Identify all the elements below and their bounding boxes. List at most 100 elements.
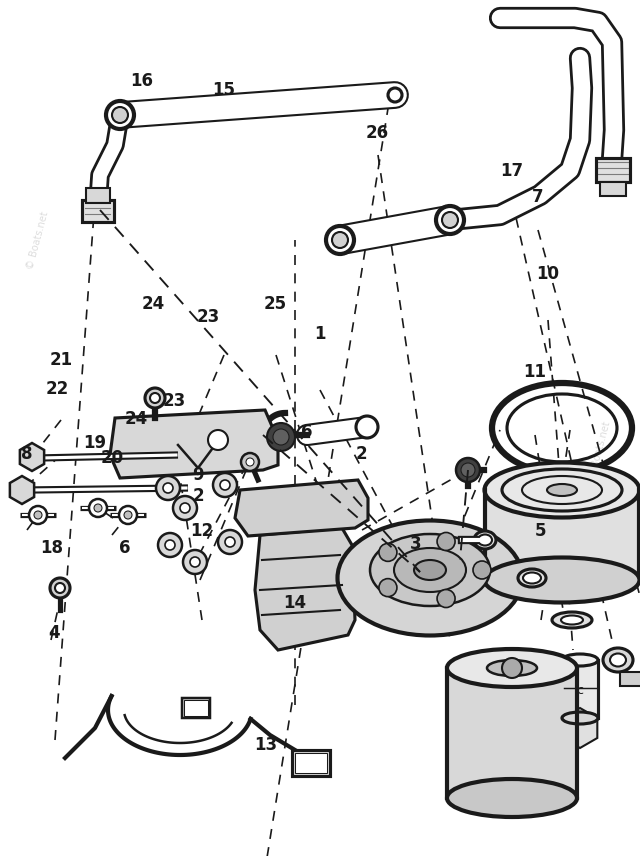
Bar: [596, 158, 630, 182]
Circle shape: [190, 557, 200, 567]
Bar: [562, 660, 598, 718]
Text: 13: 13: [254, 735, 277, 754]
Polygon shape: [485, 490, 639, 580]
Bar: [447, 668, 577, 798]
Ellipse shape: [562, 712, 598, 724]
Text: 12: 12: [190, 521, 213, 540]
Circle shape: [50, 578, 70, 598]
Ellipse shape: [394, 548, 466, 592]
Bar: [292, 750, 330, 776]
Text: 16: 16: [131, 72, 154, 91]
Bar: [184, 700, 208, 716]
Text: © Boats.net: © Boats.net: [26, 210, 51, 270]
Bar: [600, 182, 626, 196]
Circle shape: [29, 506, 47, 524]
Circle shape: [213, 473, 237, 497]
Ellipse shape: [484, 557, 639, 603]
Text: 23: 23: [163, 391, 186, 410]
Circle shape: [379, 544, 397, 562]
Circle shape: [218, 530, 242, 554]
Circle shape: [267, 423, 295, 451]
Ellipse shape: [561, 615, 583, 625]
Circle shape: [156, 476, 180, 500]
Circle shape: [183, 550, 207, 574]
Ellipse shape: [447, 649, 577, 687]
Text: 10: 10: [536, 265, 559, 283]
Bar: [620, 672, 640, 686]
Circle shape: [356, 416, 378, 438]
Text: 6: 6: [119, 538, 131, 557]
Circle shape: [220, 480, 230, 490]
Text: 6: 6: [301, 423, 313, 442]
Circle shape: [379, 579, 397, 597]
Polygon shape: [110, 410, 278, 478]
Ellipse shape: [562, 654, 598, 666]
Text: 2: 2: [193, 487, 204, 506]
Text: 25: 25: [264, 294, 287, 313]
Circle shape: [180, 503, 190, 513]
Ellipse shape: [478, 534, 492, 545]
Bar: [86, 188, 110, 203]
Circle shape: [326, 226, 354, 254]
Text: 14: 14: [283, 594, 306, 613]
Circle shape: [173, 496, 197, 520]
Text: 2: 2: [356, 444, 367, 463]
Circle shape: [112, 107, 128, 123]
Circle shape: [106, 101, 134, 129]
Polygon shape: [255, 528, 355, 650]
Circle shape: [388, 88, 402, 102]
Bar: [82, 200, 114, 222]
Text: 3: 3: [410, 534, 422, 553]
Circle shape: [124, 511, 132, 519]
Text: c: c: [577, 683, 584, 697]
Circle shape: [119, 506, 137, 524]
Circle shape: [241, 453, 259, 471]
Circle shape: [502, 658, 522, 678]
Circle shape: [158, 533, 182, 557]
Text: 26: 26: [366, 123, 389, 142]
Circle shape: [332, 232, 348, 248]
Ellipse shape: [610, 653, 626, 667]
Circle shape: [246, 458, 254, 466]
Circle shape: [456, 458, 480, 482]
Circle shape: [34, 511, 42, 519]
Text: 8: 8: [21, 444, 33, 463]
Circle shape: [94, 504, 102, 512]
Circle shape: [461, 463, 475, 477]
Circle shape: [473, 561, 491, 579]
Text: 17: 17: [500, 162, 524, 181]
Text: 22: 22: [46, 380, 69, 399]
Ellipse shape: [414, 560, 446, 580]
Circle shape: [208, 430, 228, 450]
Ellipse shape: [484, 462, 639, 518]
Ellipse shape: [547, 484, 577, 496]
Circle shape: [163, 483, 173, 493]
Text: 4: 4: [49, 624, 60, 643]
Text: © Boats.net: © Boats.net: [588, 420, 612, 480]
Circle shape: [89, 499, 107, 517]
Ellipse shape: [518, 569, 546, 587]
Polygon shape: [235, 480, 368, 536]
Circle shape: [150, 393, 160, 403]
Ellipse shape: [603, 648, 633, 672]
Circle shape: [442, 212, 458, 228]
Text: 18: 18: [40, 538, 63, 557]
Ellipse shape: [370, 534, 490, 606]
Ellipse shape: [552, 612, 592, 628]
Text: 5: 5: [535, 521, 547, 540]
Text: 9: 9: [193, 466, 204, 484]
Ellipse shape: [487, 660, 537, 676]
Text: 23: 23: [196, 307, 220, 326]
Text: 21: 21: [49, 350, 72, 369]
Text: 19: 19: [83, 434, 106, 453]
Text: 7: 7: [532, 187, 543, 206]
Text: 20: 20: [100, 449, 124, 467]
Circle shape: [436, 206, 464, 234]
Circle shape: [225, 537, 235, 547]
Ellipse shape: [337, 520, 522, 635]
Ellipse shape: [523, 573, 541, 584]
Circle shape: [437, 590, 455, 608]
Text: 24: 24: [125, 410, 148, 429]
Ellipse shape: [447, 779, 577, 817]
Text: 24: 24: [142, 294, 165, 313]
